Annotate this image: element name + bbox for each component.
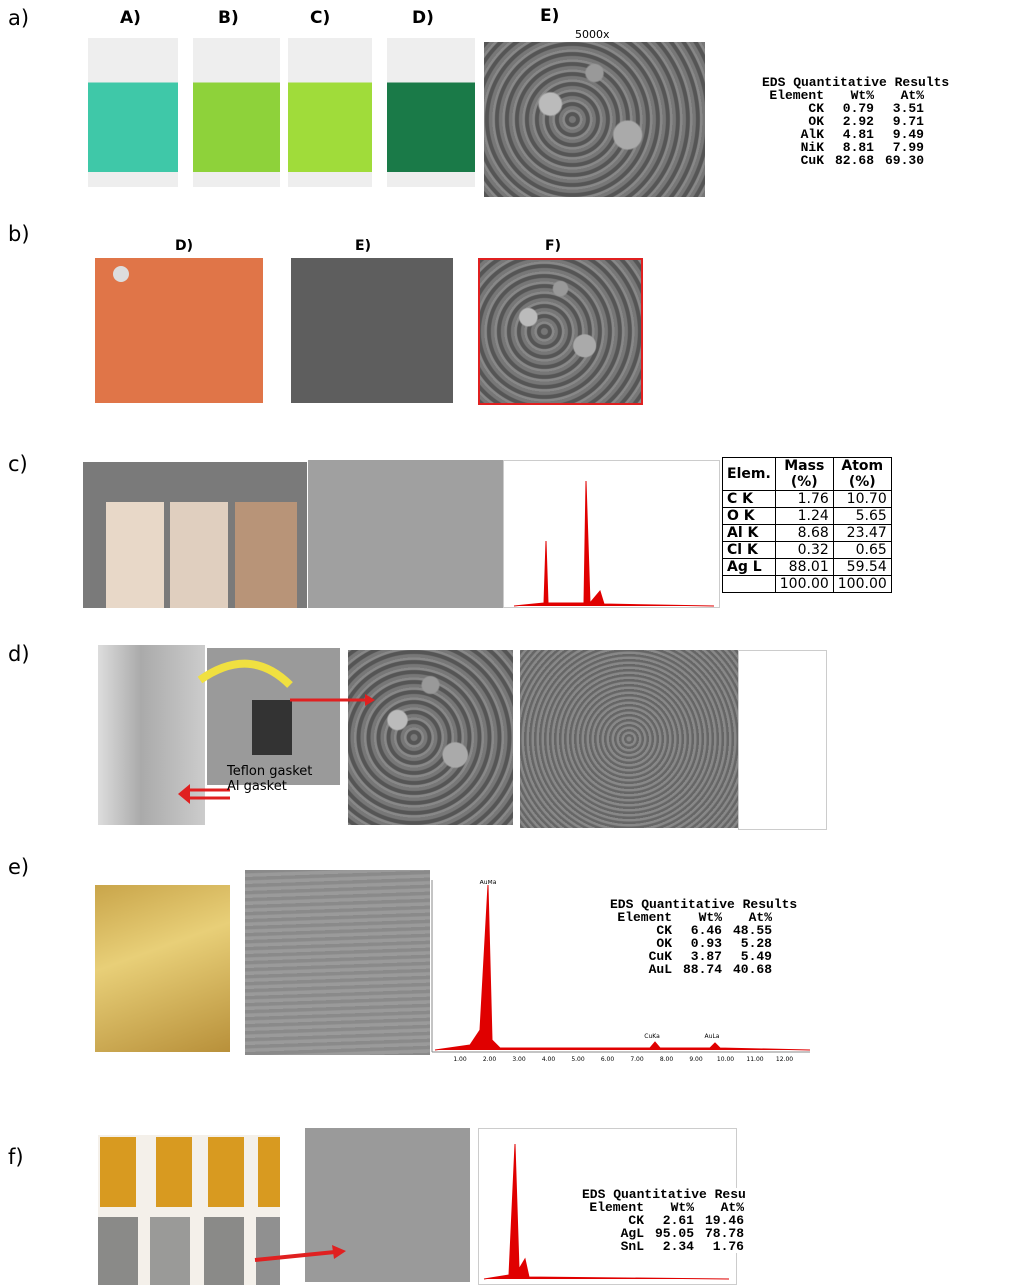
figure: a) A) B) C) D) E) 5000x EDS Quantitative… <box>0 0 1011 1287</box>
x-tick-label: 10.00 <box>717 1056 734 1063</box>
cell: 2.34 <box>644 1240 694 1253</box>
annotation: Al gasket <box>227 779 287 794</box>
header-text: Atom <box>838 458 887 474</box>
cell: 1.24 <box>775 508 833 525</box>
sub-label: C) <box>310 8 330 28</box>
x-tick-label: 5.00 <box>571 1056 585 1063</box>
x-tick-label: 3.00 <box>512 1056 526 1063</box>
cell: 100.00 <box>775 576 833 593</box>
photo <box>387 38 475 187</box>
data-table: Elem.Mass(%)Atom(%)C K1.7610.70O K1.245.… <box>722 457 892 593</box>
table-row: Cl K0.320.65 <box>723 542 892 559</box>
sem-image <box>245 870 430 1055</box>
header-unit: (%) <box>780 474 829 490</box>
sem-image <box>478 258 643 405</box>
table-row: Al K8.6823.47 <box>723 525 892 542</box>
eds-table: EDS Quantitative ResultsElementWt%At%CK6… <box>610 898 797 976</box>
cell: Ag L <box>723 559 776 576</box>
header-text: Elem. <box>727 466 771 482</box>
cell: C K <box>723 491 776 508</box>
photo <box>193 38 280 187</box>
panel-label: b) <box>8 222 30 246</box>
eds-row: CuK82.6869.30 <box>762 154 949 167</box>
eds-panel <box>738 650 827 830</box>
cell: Cl K <box>723 542 776 559</box>
cell: 100.00 <box>833 576 891 593</box>
panel-label: e) <box>8 855 29 879</box>
cell: SnL <box>582 1240 644 1253</box>
photo <box>288 38 372 187</box>
cell: Al K <box>723 525 776 542</box>
sub-label: E) <box>355 238 371 254</box>
photo <box>88 38 178 187</box>
cell: 1.76 <box>775 491 833 508</box>
panel-label: a) <box>8 6 29 30</box>
sub-label: D) <box>175 238 193 254</box>
header-text: Mass <box>780 458 829 474</box>
spectrum <box>503 460 720 608</box>
header-cell: Mass(%) <box>775 458 833 491</box>
photo <box>95 258 263 403</box>
header-row: Elem.Mass(%)Atom(%) <box>723 458 892 491</box>
header-unit: (%) <box>838 474 887 490</box>
x-tick-label: 8.00 <box>660 1056 674 1063</box>
cell: AuL <box>610 963 672 976</box>
cell: CuK <box>762 154 824 167</box>
header-cell: Atom(%) <box>833 458 891 491</box>
eds-row: AuL88.7440.68 <box>610 963 797 976</box>
sub-label: D) <box>412 8 434 28</box>
cell: 59.54 <box>833 559 891 576</box>
cell: 82.68 <box>824 154 874 167</box>
sub-label: F) <box>545 238 561 254</box>
x-tick-label: 6.00 <box>601 1056 615 1063</box>
table-row: O K1.245.65 <box>723 508 892 525</box>
sub-label: E) <box>540 6 559 26</box>
panel-label: d) <box>8 642 30 666</box>
cell: 88.01 <box>775 559 833 576</box>
photo <box>95 885 230 1052</box>
sem-image <box>484 42 705 197</box>
sub-label: A) <box>120 8 141 28</box>
peak-label: AuLa <box>705 1033 720 1040</box>
cell: 0.65 <box>833 542 891 559</box>
cell: 1.76 <box>694 1240 744 1253</box>
x-tick-label: 11.00 <box>746 1056 763 1063</box>
magnification: 5000x <box>575 28 610 41</box>
cell: O K <box>723 508 776 525</box>
cell <box>723 576 776 593</box>
x-tick-label: 7.00 <box>630 1056 644 1063</box>
peak-label: CuKa <box>644 1033 660 1040</box>
header-cell: Elem. <box>723 458 776 491</box>
annotation: Teflon gasket <box>227 764 312 779</box>
cell: 40.68 <box>722 963 772 976</box>
sub-label: B) <box>218 8 239 28</box>
cell: 8.68 <box>775 525 833 542</box>
x-tick-label: 2.00 <box>483 1056 497 1063</box>
arrow <box>250 1240 350 1270</box>
x-tick-label: 4.00 <box>542 1056 556 1063</box>
cell: 69.30 <box>874 154 924 167</box>
cell: 10.70 <box>833 491 891 508</box>
cell: 5.65 <box>833 508 891 525</box>
x-tick-label: 1.00 <box>453 1056 467 1063</box>
peak-label: AuMa <box>480 880 497 886</box>
panel-label: f) <box>8 1145 24 1169</box>
cell: 88.74 <box>672 963 722 976</box>
panel-label: c) <box>8 452 28 476</box>
x-tick-label: 12.00 <box>776 1056 793 1063</box>
sem-image <box>291 258 453 403</box>
cell: 0.32 <box>775 542 833 559</box>
sem-image <box>308 460 503 608</box>
x-tick-label: 9.00 <box>689 1056 703 1063</box>
photo <box>83 462 307 608</box>
cell: 23.47 <box>833 525 891 542</box>
sem-image <box>520 650 738 828</box>
